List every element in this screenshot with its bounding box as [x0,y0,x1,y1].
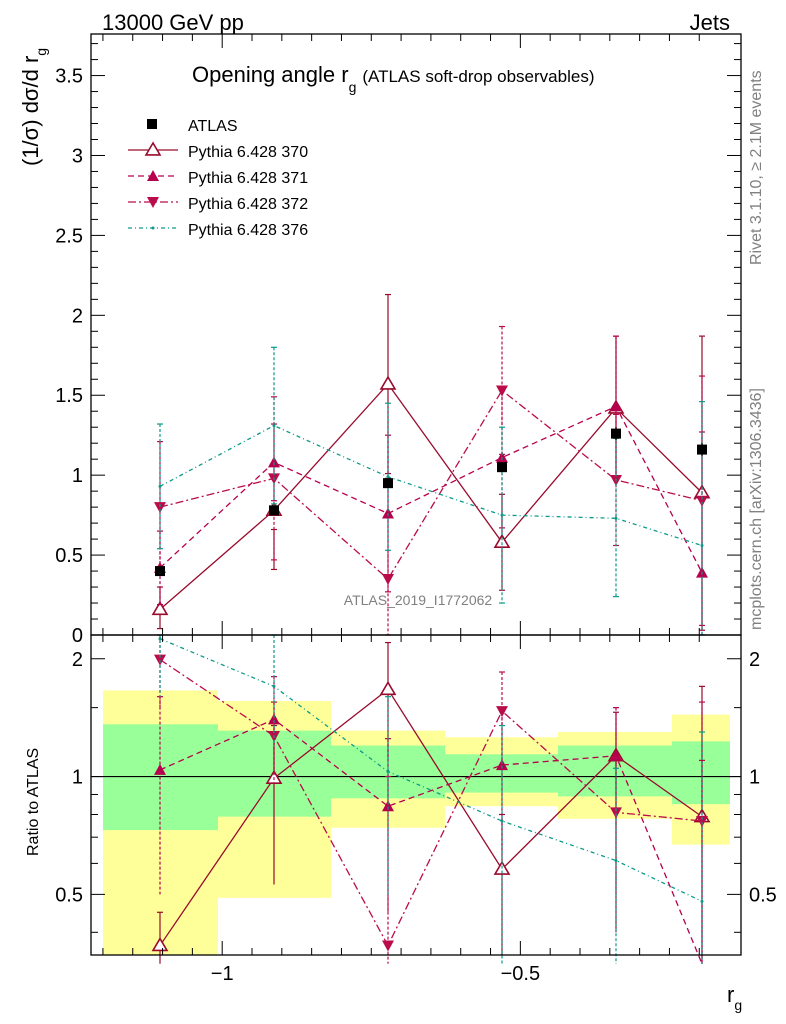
data-point [383,478,393,489]
marker-main [158,484,162,488]
main-ylabel: (1/σ) dσ/d rg [18,48,49,166]
ratio-ylabel: Ratio to ATLAS [25,748,42,856]
main-ytick-label: 3 [72,145,83,167]
marker-main [496,385,508,397]
marker-ratio [610,749,622,761]
main-ytick-label: 0 [72,625,83,647]
legend-label: Pythia 6.428 376 [188,222,308,239]
marker-ratio [496,706,508,718]
legend-label-atlas: ATLAS [188,118,238,135]
data-point [697,444,707,455]
marker-main [151,600,169,616]
series-line-main [159,383,703,610]
plot-title: Opening angle rg (ATLAS soft-drop observa… [192,62,594,95]
series-line-main [159,389,703,581]
marker-ratio [614,859,618,863]
x-axis-label: rg [727,982,742,1013]
legend: ATLAS Pythia 6.428 370 Pythia 6.428 371 Pyt… [128,118,308,239]
marker-main [386,475,390,479]
marker-main [500,513,504,517]
marker-ratio [379,680,397,696]
analysis-watermark: ATLAS_2019_I1772062 [344,592,493,608]
marker-main [272,424,276,428]
marker-main [700,543,704,547]
series-line-ratio [159,638,703,902]
marker-main [496,451,508,463]
ratio-ytick-label-right: 2 [749,649,760,671]
marker-main [614,516,618,520]
band-inner-bin [672,741,730,805]
main-ytick-label: 0.5 [55,545,83,567]
main-ylabel-main: (1/σ) dσ/d r [18,56,43,166]
marker-ratio [500,819,504,823]
main-ytick-label: 2.5 [55,225,83,247]
marker-ratio [382,940,394,952]
legend-marker-atlas [147,119,157,129]
x-axis-label-sub: g [734,997,742,1013]
main-ytick-label: 1 [72,465,83,487]
marker-ratio [696,815,708,827]
series-line-ratio [159,718,703,964]
marker-main [493,533,511,548]
marker-main [382,507,394,519]
ratio-frame [90,634,742,956]
ratio-ytick-label: 2 [72,649,83,671]
plot-title-tail: (ATLAS soft-drop observables) [362,67,594,86]
plot-title-main: Opening angle r [192,62,349,87]
legend-label: Pythia 6.428 372 [188,196,308,213]
header-left: 13000 GeV pp [102,10,244,35]
marker-ratio [154,763,166,775]
header-right: Jets [690,10,730,35]
marker-ratio [272,684,276,688]
legend-marker [144,141,162,156]
marker-main [382,574,394,586]
marker-main [154,502,166,514]
ratio-ytick-label: 0.5 [55,884,83,906]
ratio-ytick-label: 1 [72,767,83,789]
marker-ratio [386,770,390,774]
marker-ratio [151,936,169,952]
main-ylabel-sub: g [33,48,49,56]
legend-marker [147,170,159,181]
legend-marker [147,197,159,208]
series-line-ratio [159,659,703,947]
plot-title-sub: g [349,79,357,95]
legend-label: Pythia 6.428 371 [188,170,308,187]
ratio-ytick-label-right: 1 [749,767,760,789]
plot-frames [90,33,742,956]
main-ytick-label: 1.5 [55,385,83,407]
xtick-label: −0.5 [501,963,540,985]
data-point [155,566,165,577]
ratio-ytick-label-right: 0.5 [749,884,777,906]
marker-ratio [700,899,704,903]
marker-main [610,400,622,412]
axis-ticks: 0 0.5 1 1.5 2 2.5 3 3.5 0.5 0.5 1 1 2 2 −1 −0.5 [55,34,777,985]
marker-main [696,495,708,507]
main-ytick-label: 3.5 [55,66,83,88]
mcplots-label: mcplots.cern.ch [arXiv:1306.3436] [748,388,765,630]
main-ytick-label: 2 [72,305,83,327]
series-line-ratio [159,688,703,946]
legend-marker [151,226,155,230]
legend-label: Pythia 6.428 370 [188,144,308,161]
series-layer [151,293,711,964]
marker-ratio [610,807,622,819]
marker-ratio [158,637,162,641]
data-point [611,428,621,439]
data-point [497,462,507,473]
x-axis-label-main: r [727,982,734,1007]
series-atlas-data [155,427,707,577]
series-4 [157,346,705,964]
xtick-label: −1 [211,963,234,985]
rivet-label: Rivet 3.1.10, ≥ 2.1M events [748,70,765,265]
marker-main [379,375,397,390]
marker-ratio [382,800,394,812]
data-point [269,505,279,516]
